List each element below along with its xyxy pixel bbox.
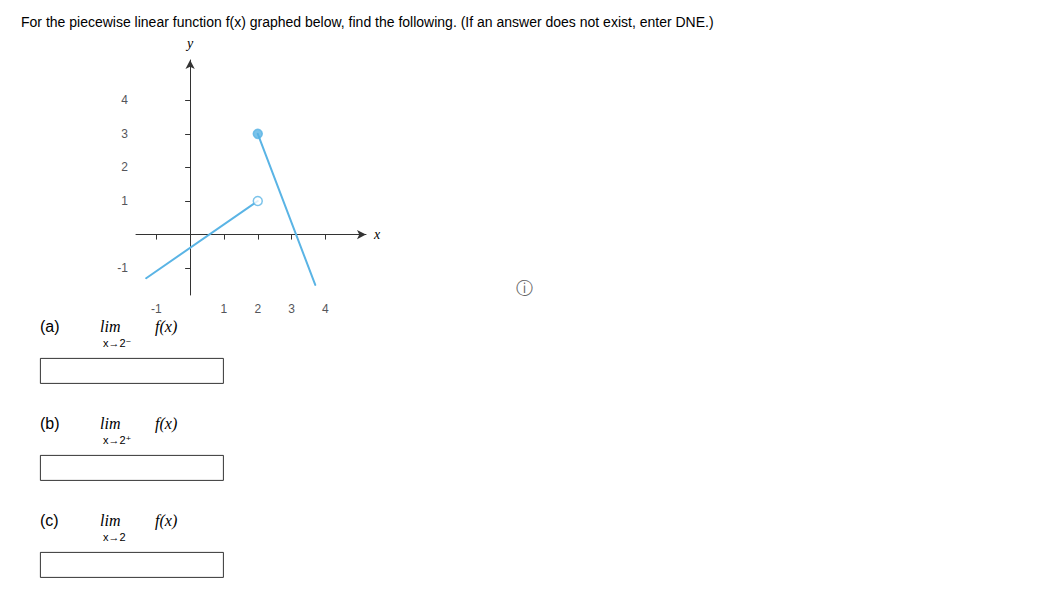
- svg-text:lim: lim: [100, 415, 120, 432]
- svg-text:(a): (a): [40, 318, 60, 335]
- svg-text:f(x): f(x): [155, 415, 177, 433]
- svg-text:lim: lim: [100, 512, 120, 529]
- svg-text:-1: -1: [117, 261, 128, 275]
- svg-text:lim: lim: [100, 318, 120, 335]
- svg-text:x→2: x→2: [103, 531, 126, 543]
- svg-text:f(x): f(x): [155, 318, 177, 336]
- svg-text:(b): (b): [40, 415, 60, 432]
- svg-text:3: 3: [121, 127, 128, 141]
- svg-text:For the piecewise linear funct: For the piecewise linear function f(x) g…: [21, 14, 714, 30]
- svg-text:2: 2: [254, 302, 261, 316]
- svg-text:1: 1: [221, 302, 228, 316]
- svg-text:4: 4: [322, 302, 329, 316]
- svg-text:-1: -1: [151, 302, 162, 316]
- svg-text:ⓘ: ⓘ: [516, 279, 533, 298]
- svg-text:x→2⁺: x→2⁺: [103, 434, 132, 446]
- svg-text:4: 4: [121, 93, 128, 107]
- svg-text:y: y: [185, 36, 194, 51]
- svg-text:x: x: [373, 227, 381, 242]
- svg-text:1: 1: [121, 194, 128, 208]
- svg-text:(c): (c): [40, 512, 59, 529]
- svg-text:2: 2: [121, 160, 128, 174]
- svg-text:f(x): f(x): [155, 512, 177, 530]
- svg-text:3: 3: [288, 302, 295, 316]
- svg-text:x→2⁻: x→2⁻: [103, 337, 132, 349]
